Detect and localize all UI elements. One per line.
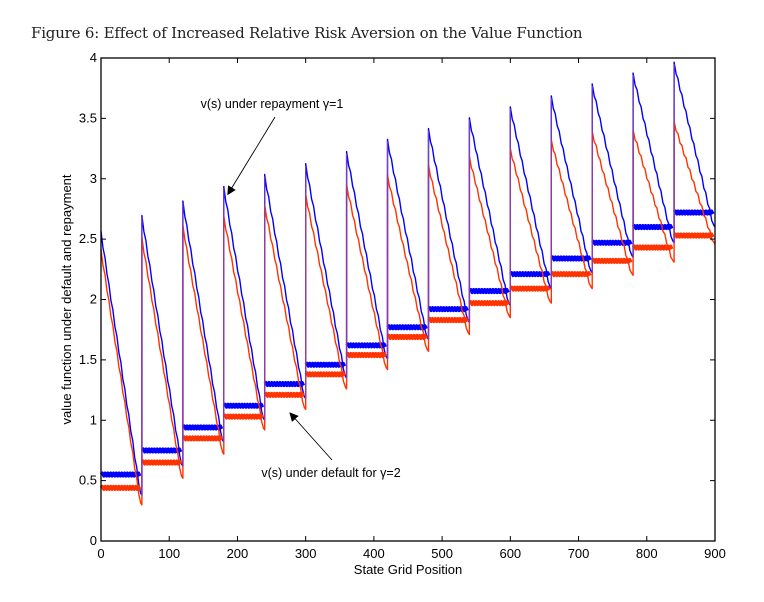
series-repayment [99,61,716,496]
x-tick-label: 300 [295,546,317,561]
x-tick-label: 0 [97,546,104,561]
tick-labels: 0 100 200 300 400 500 600 700 800 900 0 0.5 1 1.5 2 2.5… [79,50,726,561]
annotation-repayment: v(s) under repayment γ=1 [201,97,344,111]
x-tick-label: 100 [158,546,180,561]
y-tick-label: 3.5 [79,110,97,125]
y-axis-label: value function under default and repayme… [59,174,74,424]
sawtooth-line [100,120,716,506]
y-tick-label: 1.5 [79,352,97,367]
y-tick-label: 0 [90,533,97,548]
axes-box [100,57,716,542]
x-tick-label: 700 [568,546,590,561]
annotation-default: v(s) under default for γ=2 [261,466,400,480]
x-tick-label: 500 [431,546,453,561]
figure-caption: Figure 6: Effect of Increased Relative R… [31,24,583,42]
ticks [100,57,716,542]
x-tick-label: 900 [704,546,726,561]
x-tick-label: 800 [636,546,658,561]
x-axis-label: State Grid Position [354,562,462,577]
y-tick-label: 0.5 [79,473,97,488]
sawtooth-line [100,61,716,496]
annotation-arrow-repayment [227,116,276,196]
floor-band [99,232,715,491]
series-default [99,120,716,506]
y-tick-label: 1 [90,412,97,427]
floor-band [99,209,715,478]
annotation-arrow-default [289,412,333,461]
plot-lines [99,61,716,506]
annotations: v(s) under repayment γ=1 v(s) under defau… [201,97,401,480]
x-tick-label: 400 [363,546,385,561]
y-tick-label: 2 [90,292,97,307]
y-tick-label: 3 [90,171,97,186]
x-tick-label: 600 [499,546,521,561]
y-tick-label: 4 [90,50,97,65]
y-tick-label: 2.5 [79,231,97,246]
x-tick-label: 200 [227,546,249,561]
